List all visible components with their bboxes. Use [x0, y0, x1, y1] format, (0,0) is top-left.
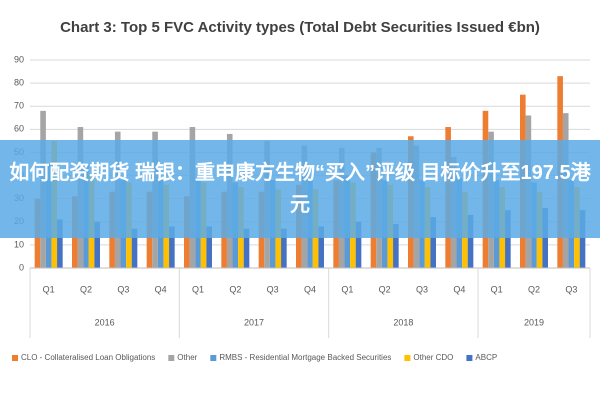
- x-group-label: 2016: [95, 317, 115, 327]
- bar: [281, 228, 287, 268]
- y-tick-label: 0: [19, 262, 24, 272]
- x-tick-label: Q2: [229, 284, 241, 294]
- bar: [94, 221, 100, 268]
- bar: [579, 210, 586, 268]
- bar: [57, 219, 63, 268]
- legend-swatch: [12, 355, 18, 361]
- y-tick-label: 10: [14, 239, 24, 249]
- x-tick-label: Q2: [379, 284, 391, 294]
- legend-label: Other: [177, 353, 197, 362]
- y-tick-label: 70: [14, 101, 24, 111]
- x-tick-label: Q1: [491, 284, 503, 294]
- x-group-label: 2017: [244, 317, 264, 327]
- x-tick-label: Q2: [528, 284, 540, 294]
- bar: [169, 226, 175, 268]
- legend-label: ABCP: [475, 353, 497, 362]
- y-tick-label: 80: [14, 77, 24, 87]
- bar: [355, 221, 362, 268]
- legend-label: Other CDO: [413, 353, 453, 362]
- x-tick-label: Q1: [43, 284, 55, 294]
- bar: [505, 210, 511, 268]
- y-tick-label: 90: [14, 54, 24, 64]
- x-tick-label: Q3: [565, 284, 577, 294]
- bar: [430, 217, 436, 268]
- bar: [131, 228, 138, 268]
- x-tick-label: Q4: [155, 284, 167, 294]
- x-tick-label: Q3: [416, 284, 428, 294]
- y-tick-label: 60: [14, 124, 24, 134]
- x-tick-label: Q3: [267, 284, 279, 294]
- overlay-banner: 如何配资期货 瑞银：重申康方生物“买入”评级 目标价升至197.5港元: [0, 140, 600, 238]
- legend-swatch: [210, 355, 217, 361]
- legend-swatch: [168, 355, 175, 361]
- x-group-label: 2019: [524, 317, 544, 327]
- legend-swatch: [466, 355, 473, 361]
- x-tick-label: Q1: [192, 284, 204, 294]
- bar: [206, 226, 212, 268]
- legend-label: CLO - Collateralised Loan Obligations: [21, 353, 155, 362]
- bar: [243, 228, 250, 268]
- x-tick-label: Q4: [453, 284, 465, 294]
- bar: [318, 226, 324, 268]
- x-tick-label: Q2: [80, 284, 92, 294]
- x-group-label: 2018: [393, 317, 413, 327]
- legend-label: RMBS - Residential Mortgage Backed Secur…: [219, 353, 391, 362]
- chart-title: Chart 3: Top 5 FVC Activity types (Total…: [60, 19, 540, 36]
- legend-swatch: [404, 355, 411, 361]
- x-tick-label: Q3: [117, 284, 129, 294]
- x-tick-label: Q1: [341, 284, 353, 294]
- bar: [393, 224, 399, 268]
- bar: [467, 214, 474, 268]
- x-tick-label: Q4: [304, 284, 316, 294]
